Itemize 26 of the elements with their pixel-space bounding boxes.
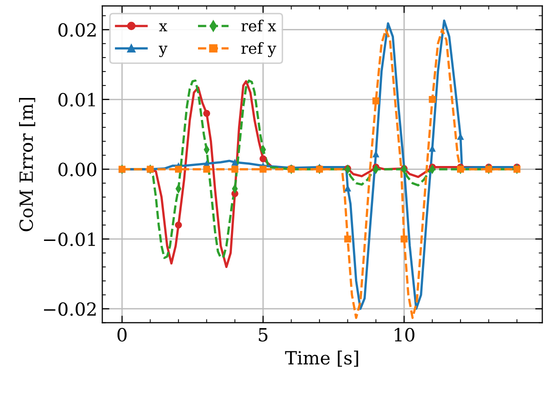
legend-label: x (159, 23, 168, 32)
legend-label: ref x (241, 20, 276, 32)
y-axis-title: CoM Error [m] (19, 98, 36, 232)
x-tick-label: 10 (394, 328, 414, 342)
point (400, 236, 408, 242)
point (260, 155, 267, 162)
point (174, 222, 182, 229)
y-tick-label: −0.01 (44, 232, 95, 246)
y-tick-label: 0.01 (58, 92, 95, 107)
point (203, 166, 210, 173)
point (344, 236, 352, 242)
point (372, 97, 380, 104)
point (203, 110, 210, 117)
x-axis-title: Time [s] (285, 350, 358, 367)
point (231, 158, 238, 166)
y-tick-label: −0.02 (44, 302, 96, 316)
point (260, 166, 267, 173)
legend-label: y (158, 46, 168, 58)
x-tick-label: 0 (117, 328, 127, 342)
x-tick-label: 5 (258, 328, 268, 342)
y-tick-label: 0.00 (58, 162, 96, 176)
point (231, 166, 238, 173)
point (428, 96, 436, 103)
legend-label: ref y (241, 42, 276, 58)
y-tick-label: 0.02 (58, 23, 96, 37)
point (174, 166, 182, 173)
